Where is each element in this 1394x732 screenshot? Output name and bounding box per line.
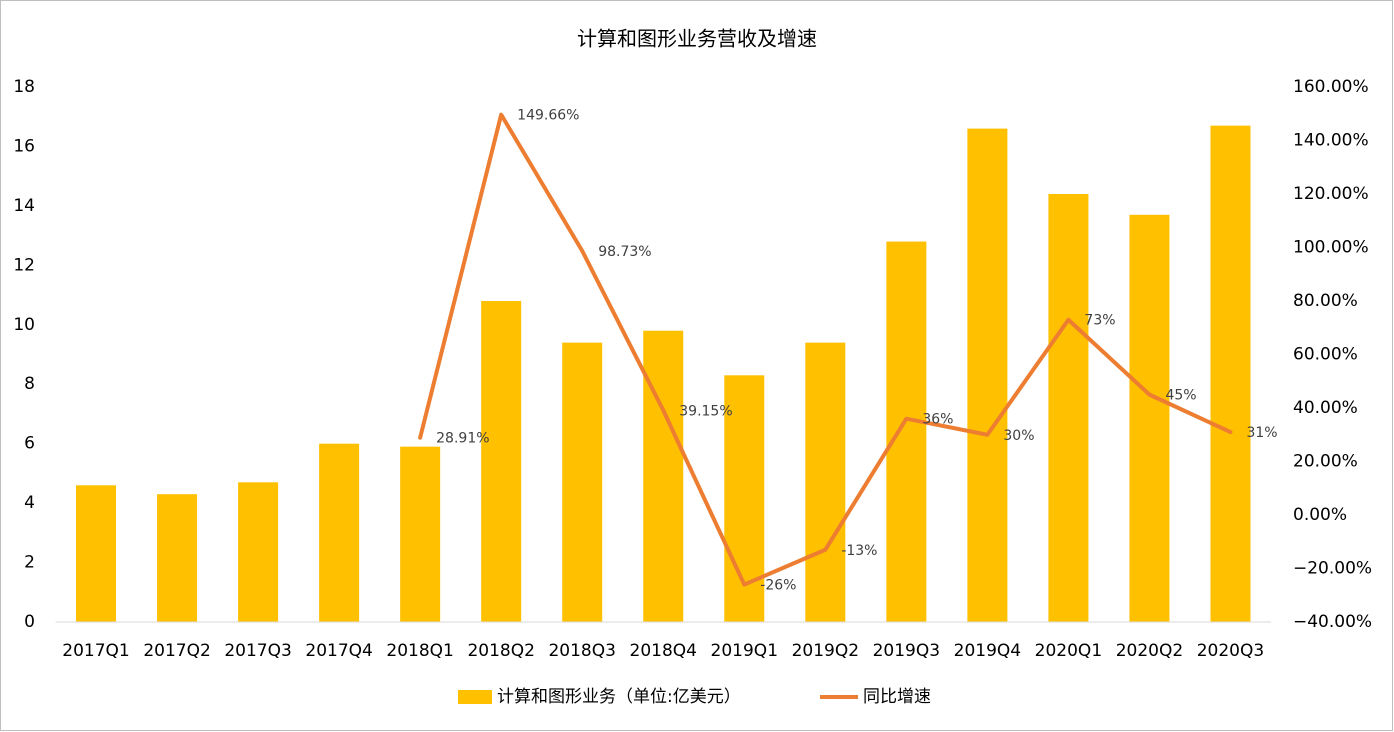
bar: [1210, 125, 1251, 622]
y-tick-label: 6: [24, 434, 35, 454]
bar: [319, 443, 360, 622]
x-tick-label: 2018Q4: [630, 641, 697, 661]
data-label: -13%: [841, 543, 877, 559]
bar: [400, 446, 441, 622]
data-label: 39.15%: [679, 403, 732, 419]
bar: [238, 482, 279, 622]
y2-tick-label: −20.00%: [1293, 559, 1372, 579]
y2-tick-label: 140.00%: [1293, 131, 1369, 151]
y2-tick-label: 40.00%: [1293, 398, 1358, 418]
x-tick-label: 2018Q2: [467, 641, 534, 661]
x-tick-label: 2017Q3: [224, 641, 291, 661]
x-tick-label: 2017Q1: [62, 641, 129, 661]
legend-swatch: [458, 690, 492, 704]
x-tick-label: 2020Q1: [1035, 641, 1102, 661]
y-tick-label: 12: [13, 255, 35, 275]
x-tick-label: 2018Q1: [386, 641, 453, 661]
x-tick-label: 2020Q2: [1116, 641, 1183, 661]
y2-tick-label: 80.00%: [1293, 291, 1358, 311]
data-label: 149.66%: [517, 108, 579, 124]
x-tick-label: 2019Q4: [954, 641, 1021, 661]
bar: [886, 241, 927, 623]
y-tick-label: 16: [13, 136, 35, 156]
x-tick-label: 2017Q4: [305, 641, 372, 661]
bar: [967, 128, 1008, 622]
y2-tick-label: 20.00%: [1293, 452, 1358, 472]
x-tick-label: 2019Q3: [873, 641, 940, 661]
bar: [1129, 214, 1170, 623]
data-label: 28.91%: [436, 431, 489, 447]
data-label: -26%: [760, 578, 796, 594]
bar: [562, 342, 603, 622]
data-label: 98.73%: [598, 244, 651, 260]
x-tick-label: 2019Q1: [711, 641, 778, 661]
y-tick-label: 18: [13, 77, 35, 97]
bar: [157, 494, 198, 622]
x-tick-label: 2020Q3: [1197, 641, 1264, 661]
legend-label: 同比增速: [863, 687, 931, 707]
y2-tick-label: 0.00%: [1293, 505, 1347, 525]
y-tick-label: 14: [13, 196, 35, 216]
data-label: 30%: [1003, 428, 1034, 444]
y-tick-label: 10: [13, 315, 35, 335]
y2-tick-label: 60.00%: [1293, 345, 1358, 365]
bar: [643, 330, 684, 622]
legend-label: 计算和图形业务（单位:亿美元）: [497, 687, 741, 707]
y-tick-label: 2: [24, 553, 35, 573]
x-tick-label: 2019Q2: [792, 641, 859, 661]
data-label: 73%: [1084, 313, 1115, 329]
y-tick-label: 8: [24, 374, 35, 394]
y2-tick-label: 160.00%: [1293, 77, 1369, 97]
x-tick-label: 2018Q3: [548, 641, 615, 661]
y2-tick-label: 100.00%: [1293, 238, 1369, 258]
y-tick-label: 0: [24, 612, 35, 632]
line: [418, 112, 1233, 587]
x-tick-label: 2017Q2: [143, 641, 210, 661]
bar: [76, 485, 117, 622]
bar: [805, 342, 846, 622]
chart-title: 计算和图形业务营收及增速: [577, 27, 817, 51]
data-label: 36%: [922, 412, 953, 428]
data-label: 31%: [1246, 425, 1277, 441]
y2-tick-label: −40.00%: [1293, 612, 1372, 632]
data-label: 45%: [1165, 388, 1196, 404]
y-tick-label: 4: [24, 493, 35, 513]
y2-tick-label: 120.00%: [1293, 184, 1369, 204]
bar: [1048, 194, 1089, 622]
bar: [481, 301, 522, 622]
